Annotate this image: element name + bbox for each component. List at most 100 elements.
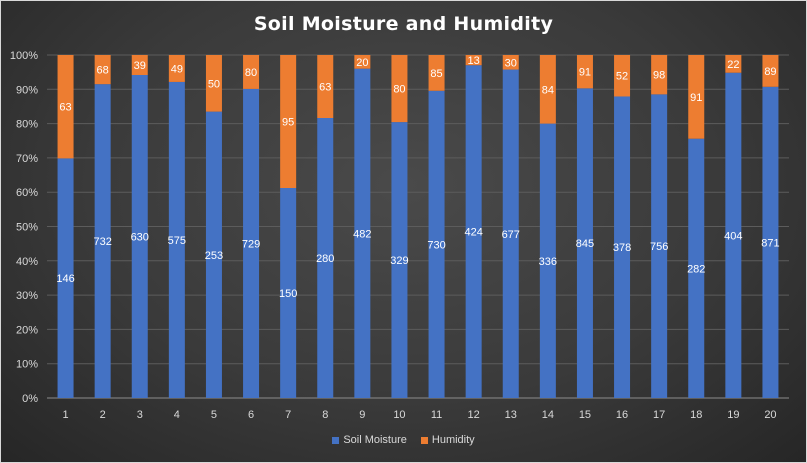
data-label-humidity: 30 xyxy=(505,57,517,69)
data-label-soil-moisture: 756 xyxy=(650,241,668,253)
legend-item-humidity: Humidity xyxy=(420,434,475,446)
x-tick-label: 8 xyxy=(322,409,328,421)
bar-soil-moisture xyxy=(131,74,148,398)
bar-soil-moisture xyxy=(576,88,593,398)
bar-soil-moisture xyxy=(94,84,111,398)
bar-soil-moisture xyxy=(317,118,334,398)
data-label-soil-moisture: 871 xyxy=(761,237,779,249)
data-label-humidity: 95 xyxy=(282,117,294,129)
y-tick-label: 0% xyxy=(22,393,38,405)
legend-item-soil-moisture: Soil Moisture xyxy=(332,434,407,446)
data-label-humidity: 91 xyxy=(579,67,591,79)
x-tick-label: 19 xyxy=(727,409,739,421)
legend-label-humidity: Humidity xyxy=(431,434,475,446)
legend-swatch-humidity xyxy=(420,436,428,444)
x-tick-label: 12 xyxy=(468,409,480,421)
x-tick-label: 7 xyxy=(285,409,291,421)
data-label-soil-moisture: 329 xyxy=(390,255,408,267)
data-label-humidity: 50 xyxy=(208,78,220,90)
y-tick-label: 10% xyxy=(16,359,38,371)
data-label-humidity: 49 xyxy=(171,63,183,75)
data-label-soil-moisture: 404 xyxy=(724,230,742,242)
data-label-soil-moisture: 280 xyxy=(316,253,334,265)
legend-swatch-soil-moisture xyxy=(332,436,340,444)
data-label-soil-moisture: 630 xyxy=(131,231,149,243)
bar-humidity xyxy=(94,55,111,85)
data-label-soil-moisture: 282 xyxy=(687,263,705,275)
data-label-soil-moisture: 482 xyxy=(353,228,371,240)
data-label-soil-moisture: 730 xyxy=(427,239,445,251)
data-label-humidity: 22 xyxy=(727,59,739,71)
data-label-humidity: 80 xyxy=(245,67,257,79)
bar-humidity xyxy=(762,55,779,87)
data-label-humidity: 85 xyxy=(430,68,442,80)
y-tick-label: 60% xyxy=(16,187,38,199)
y-tick-label: 90% xyxy=(16,84,38,96)
bar-humidity xyxy=(168,55,185,82)
x-tick-label: 1 xyxy=(62,409,68,421)
y-tick-label: 40% xyxy=(16,256,38,268)
bar-humidity xyxy=(651,55,668,95)
data-label-humidity: 52 xyxy=(616,71,628,83)
bar-soil-moisture xyxy=(688,138,705,398)
bar-soil-moisture xyxy=(502,69,519,399)
data-label-soil-moisture: 253 xyxy=(205,250,223,262)
bar-humidity xyxy=(243,55,260,89)
bar-humidity xyxy=(57,55,74,159)
bar-soil-moisture xyxy=(280,188,297,398)
bar-soil-moisture xyxy=(651,94,668,398)
data-label-humidity: 39 xyxy=(134,60,146,72)
data-label-humidity: 84 xyxy=(542,84,554,96)
bar-soil-moisture xyxy=(168,81,185,398)
chart-title: Soil Moisture and Humidity xyxy=(253,13,554,35)
data-label-soil-moisture: 150 xyxy=(279,288,297,300)
data-label-soil-moisture: 575 xyxy=(168,235,186,247)
bar-soil-moisture xyxy=(725,72,742,398)
x-tick-label: 14 xyxy=(542,409,554,421)
bar-humidity xyxy=(428,55,445,91)
y-tick-label: 80% xyxy=(16,119,38,131)
data-label-soil-moisture: 729 xyxy=(242,238,260,250)
bar-soil-moisture xyxy=(243,88,260,398)
data-label-humidity: 20 xyxy=(356,57,368,69)
x-tick-label: 3 xyxy=(137,409,143,421)
y-tick-label: 50% xyxy=(16,222,38,234)
data-label-humidity: 91 xyxy=(690,92,702,104)
x-tick-label: 2 xyxy=(100,409,106,421)
bar-humidity xyxy=(354,55,371,69)
y-tick-label: 100% xyxy=(10,50,38,62)
legend-label-soil-moisture: Soil Moisture xyxy=(343,434,407,446)
data-label-soil-moisture: 424 xyxy=(464,227,482,239)
bar-humidity xyxy=(576,55,593,89)
x-tick-label: 20 xyxy=(764,409,776,421)
x-tick-label: 11 xyxy=(431,409,442,421)
y-tick-label: 20% xyxy=(16,324,38,336)
x-tick-label: 17 xyxy=(653,409,665,421)
bar-soil-moisture xyxy=(465,65,482,398)
bar-humidity xyxy=(465,55,482,66)
bar-soil-moisture xyxy=(428,90,445,398)
bar-soil-moisture xyxy=(354,68,371,398)
x-tick-label: 15 xyxy=(579,409,591,421)
legend: Soil Moisture Humidity xyxy=(1,434,806,446)
bar-humidity xyxy=(205,55,222,112)
x-tick-label: 18 xyxy=(690,409,702,421)
x-tick-label: 10 xyxy=(393,409,405,421)
data-label-soil-moisture: 732 xyxy=(93,236,111,248)
bar-humidity xyxy=(688,55,705,139)
bar-soil-moisture xyxy=(614,96,631,399)
bar-soil-moisture xyxy=(205,111,222,399)
bar-soil-moisture xyxy=(57,158,74,398)
data-label-humidity: 68 xyxy=(97,65,109,77)
bar-humidity xyxy=(391,55,408,123)
bar-soil-moisture xyxy=(539,123,556,398)
data-label-humidity: 89 xyxy=(764,66,776,78)
bar-humidity xyxy=(317,55,334,118)
x-tick-label: 13 xyxy=(505,409,517,421)
bar-humidity xyxy=(280,55,297,188)
bar-humidity xyxy=(502,55,519,70)
bar-soil-moisture xyxy=(762,86,779,399)
data-label-humidity: 63 xyxy=(59,102,71,114)
